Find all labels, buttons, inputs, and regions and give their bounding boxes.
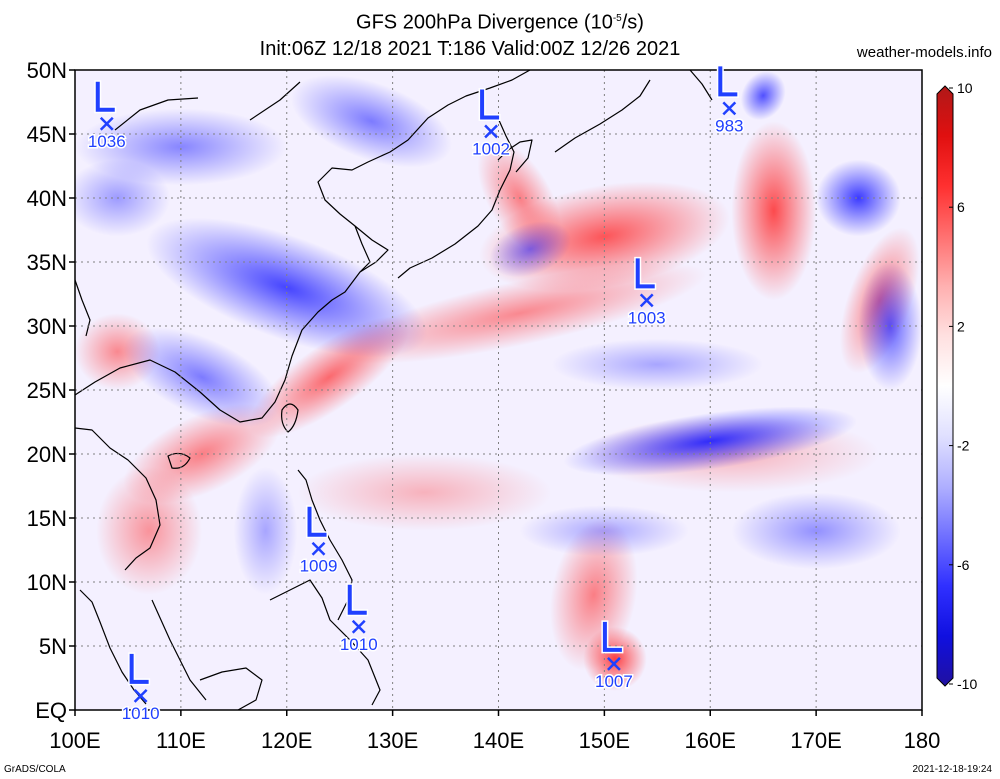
low-marker: 1009: [298, 505, 339, 577]
low-pressure-value: 983: [715, 116, 743, 135]
negative-divergence-area-11: [75, 159, 171, 237]
lon-tick-label: 140E: [473, 728, 524, 753]
lon-tick-label: 160E: [685, 728, 736, 753]
low-center-cross: [351, 619, 366, 634]
lat-tick-label: 45N: [27, 122, 67, 147]
negative-divergence-area-12: [233, 466, 298, 595]
colorbar: 10 6 2 -2 -6 -10: [936, 80, 977, 692]
colorbar-label: -2: [957, 438, 970, 454]
low-marker: 1007: [593, 620, 634, 692]
chart-title: GFS 200hPa Divergence (10-5/s): [356, 11, 644, 34]
low-marker: 1010: [120, 652, 161, 724]
low-marker: 983: [714, 64, 745, 137]
low-letter-L: [95, 81, 115, 112]
colorbar-label: 6: [957, 199, 965, 215]
colorbar-label: 2: [957, 318, 965, 334]
colorbar-label: -6: [957, 557, 970, 573]
low-center-cross: [99, 116, 114, 131]
lat-tick-label: 40N: [27, 186, 67, 211]
lat-tick-label: 20N: [27, 442, 67, 467]
low-pressure-markers: 1036 1002 983 1003 1009 1010 1007 1010: [86, 64, 745, 724]
low-letter-L: [347, 584, 367, 615]
lon-tick-label: 120E: [261, 728, 312, 753]
negative-divergence-area-9: [519, 505, 690, 557]
low-pressure-value: 1003: [628, 308, 666, 327]
low-pressure-value: 1007: [595, 672, 633, 691]
site-label: weather-models.info: [856, 44, 992, 61]
lon-tick-label: 110E: [156, 728, 206, 753]
positive-divergence-area-10: [297, 454, 552, 531]
colorbar-label: 10: [957, 80, 973, 96]
low-marker: 1036: [86, 80, 127, 152]
lon-tick-label: 130E: [367, 728, 418, 753]
low-letter-L: [718, 66, 738, 97]
chart-subtitle: Init:06Z 12/18 2021 T:186 Valid:00Z 12/2…: [259, 38, 681, 60]
lat-tick-label: 10N: [27, 570, 67, 595]
negative-divergence-area-10: [731, 492, 901, 570]
lat-tick-label: 25N: [27, 378, 67, 403]
low-pressure-value: 1010: [340, 635, 378, 654]
lon-tick-label: 150E: [579, 728, 630, 753]
low-pressure-value: 1010: [122, 704, 160, 723]
low-marker: 1003: [626, 256, 667, 329]
axis-ticks: 100E 110E 120E 130E 140E 150E 160E 170E 180 EQ 5N 1…: [27, 58, 941, 753]
lon-tick-label: 170E: [790, 728, 841, 753]
low-letter-L: [129, 653, 149, 684]
low-center-cross: [639, 293, 654, 308]
low-pressure-value: 1002: [472, 139, 510, 158]
negative-divergence-area-4: [858, 262, 922, 390]
negative-divergence-area-7: [489, 221, 572, 278]
positive-divergence-area-1: [731, 121, 817, 301]
lat-tick-label: 35N: [27, 250, 67, 275]
negative-divergence-area-8: [290, 74, 453, 168]
low-marker: 1010: [338, 583, 379, 655]
low-pressure-value: 1036: [88, 132, 126, 151]
low-center-cross: [722, 101, 737, 116]
low-center-cross: [311, 541, 326, 556]
low-letter-L: [307, 506, 327, 537]
low-center-cross: [607, 657, 621, 671]
positive-divergence-area-7: [583, 626, 647, 691]
low-center-cross: [484, 124, 498, 139]
colorbar-label: -10: [957, 676, 977, 692]
negative-divergence-area-5: [740, 71, 786, 121]
lat-tick-label: 30N: [27, 314, 67, 339]
negative-divergence-area-13: [551, 338, 764, 390]
footer-right: 2021-12-18-19:24: [912, 764, 992, 775]
negative-divergence-area-1: [123, 327, 281, 428]
low-marker: 1002: [471, 87, 512, 160]
lat-tick-label: 50N: [27, 58, 67, 83]
lat-tick-label: 15N: [27, 506, 67, 531]
negative-divergence-area-2: [563, 406, 858, 476]
low-letter-L: [602, 621, 622, 652]
divergence-field: [75, 71, 922, 691]
low-letter-L: [480, 89, 500, 120]
low-pressure-value: 1009: [300, 557, 338, 576]
colorbar-scale: [936, 85, 954, 687]
low-center-cross: [133, 689, 148, 703]
lon-tick-label: 100E: [49, 728, 100, 753]
lat-tick-label: 5N: [39, 634, 67, 659]
footer-left: GrADS/COLA: [4, 764, 66, 775]
low-letter-L: [635, 258, 655, 289]
lon-tick-label: 180: [904, 728, 941, 753]
positive-divergence-area-5: [96, 466, 203, 595]
lat-lon-grid: [75, 70, 922, 710]
positive-divergence-area-2: [333, 262, 707, 364]
lat-tick-label: EQ: [35, 698, 67, 723]
negative-divergence-area-3: [816, 159, 901, 237]
